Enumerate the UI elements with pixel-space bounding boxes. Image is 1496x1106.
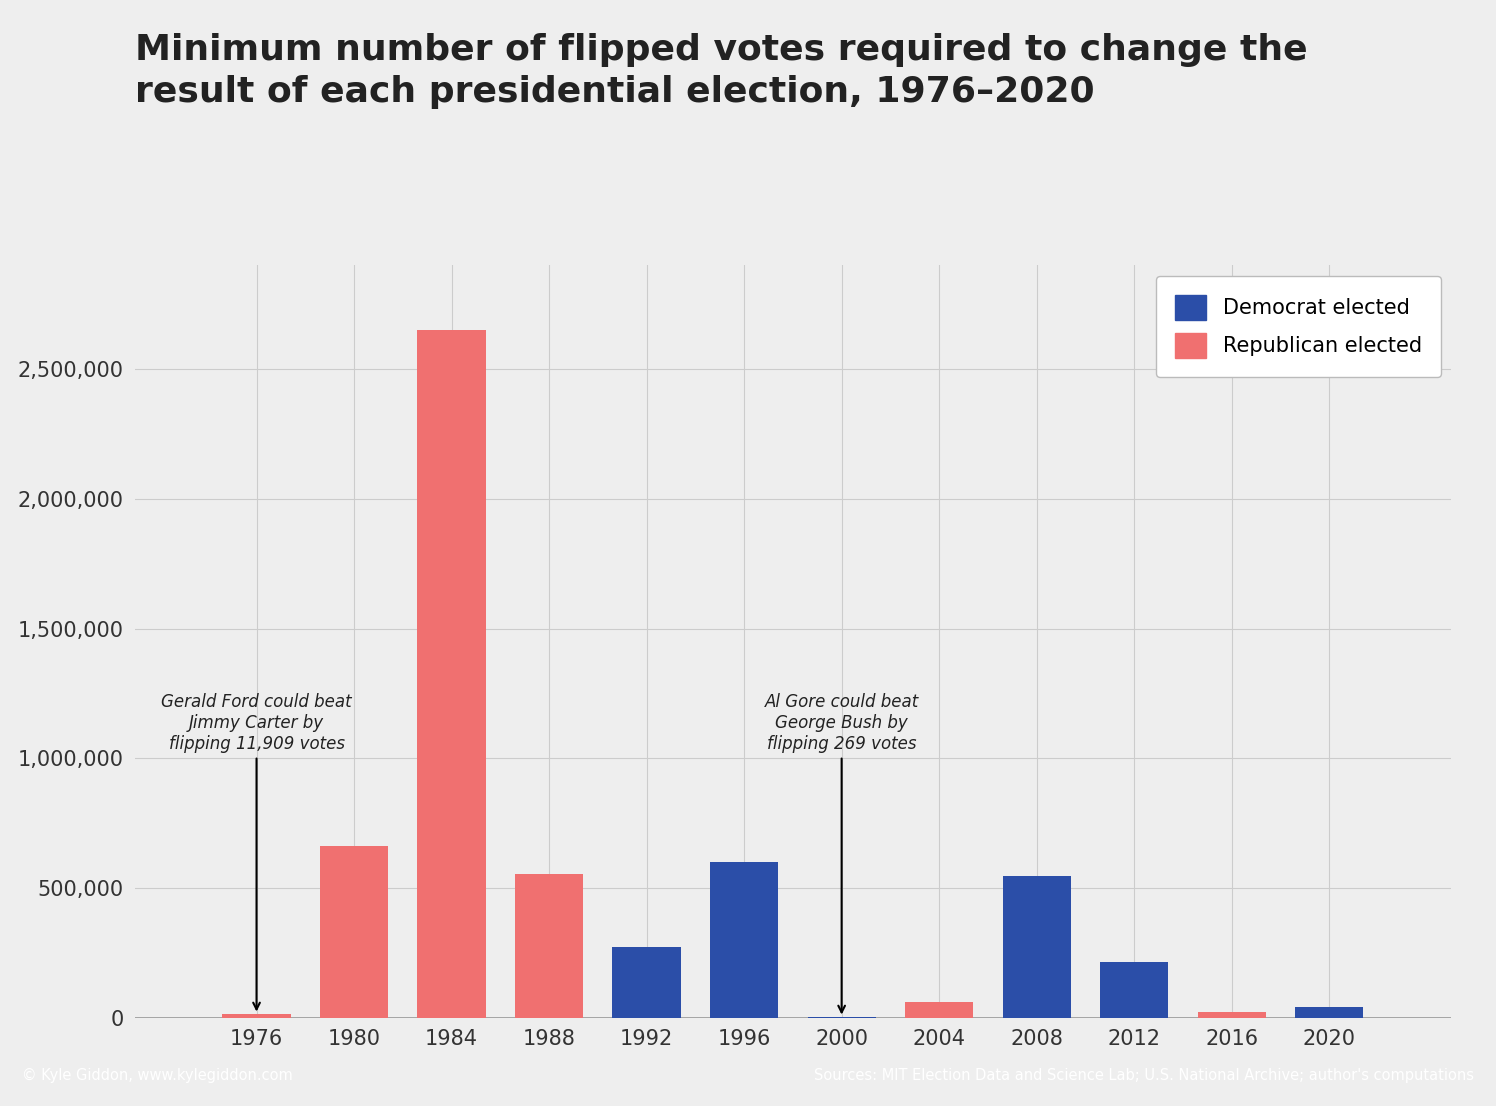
Text: Al Gore could beat
George Bush by
flipping 269 votes: Al Gore could beat George Bush by flippi… — [764, 693, 919, 1012]
Text: © Kyle Giddon, www.kylegiddon.com: © Kyle Giddon, www.kylegiddon.com — [22, 1068, 293, 1083]
Bar — [515, 874, 583, 1018]
Bar — [223, 1014, 290, 1018]
Bar — [612, 948, 681, 1018]
Legend: Democrat elected, Republican elected: Democrat elected, Republican elected — [1156, 275, 1441, 377]
Bar — [711, 862, 778, 1018]
Bar — [320, 846, 387, 1018]
Bar — [1100, 962, 1168, 1018]
Bar — [1296, 1006, 1363, 1018]
Bar — [1002, 876, 1071, 1018]
Bar — [905, 1002, 974, 1018]
Bar — [1198, 1012, 1266, 1018]
Text: Sources: MIT Election Data and Science Lab; U.S. National Archive; author's comp: Sources: MIT Election Data and Science L… — [814, 1068, 1474, 1083]
Text: Minimum number of flipped votes required to change the
result of each presidenti: Minimum number of flipped votes required… — [135, 33, 1308, 109]
Text: Gerald Ford could beat
Jimmy Carter by
flipping 11,909 votes: Gerald Ford could beat Jimmy Carter by f… — [162, 693, 352, 1010]
Bar — [417, 331, 486, 1018]
